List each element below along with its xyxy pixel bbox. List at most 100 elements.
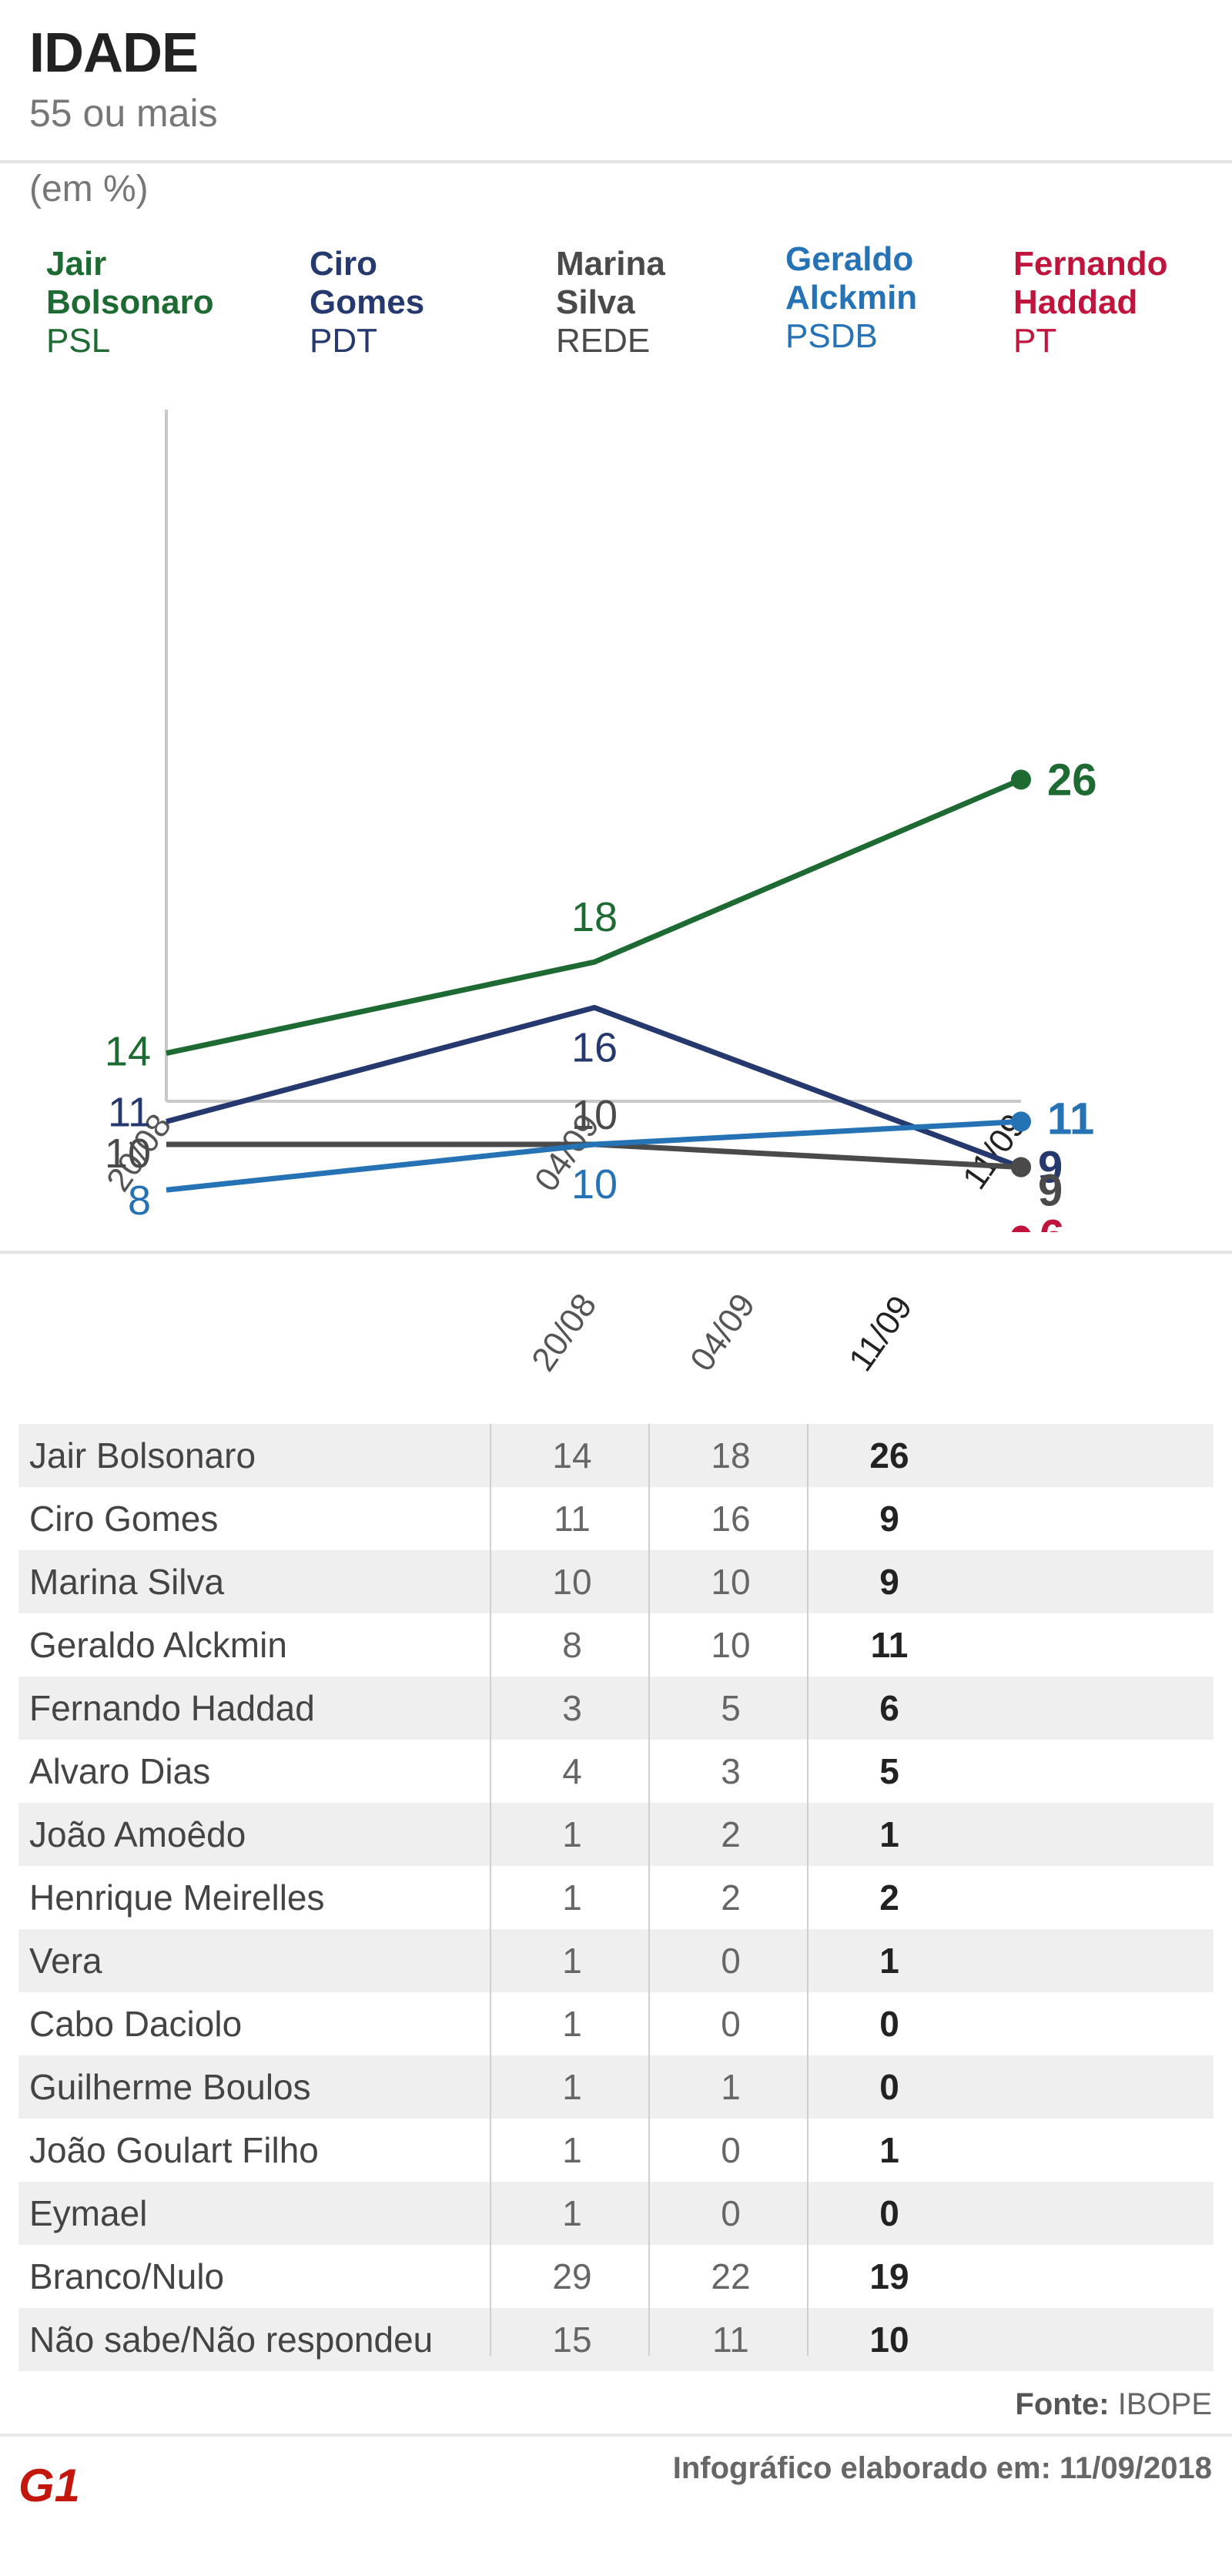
- table-cell: 1: [562, 1941, 582, 1981]
- table-cell: 18: [711, 1435, 751, 1476]
- table-cell: 0: [721, 2004, 741, 2044]
- table-row: Eymael 1 0 0: [18, 2182, 1214, 2245]
- table-cell: 14: [552, 1435, 592, 1476]
- data-label: 10: [105, 1131, 151, 1177]
- candidate-name: Henrique Meirelles: [29, 1878, 325, 1918]
- table-row: Alvaro Dias 4 3 5: [18, 1740, 1214, 1803]
- column-divider: [807, 1424, 808, 2356]
- column-header: 11/09: [842, 1288, 920, 1378]
- source-label: Fonte:: [1015, 2387, 1110, 2421]
- candidate-name: Fernando Haddad: [29, 1688, 315, 1728]
- table-row: Henrique Meirelles 1 2 2: [18, 1866, 1214, 1929]
- table-cell: 16: [711, 1499, 751, 1539]
- column-divider: [648, 1424, 650, 2356]
- data-label: 9: [1038, 1143, 1063, 1193]
- legend-item: Fernando Haddad PT: [1013, 245, 1167, 360]
- candidate-name: Guilherme Boulos: [29, 2067, 311, 2107]
- table-cell: 0: [721, 2130, 741, 2170]
- legend-name: Bolsonaro: [46, 283, 214, 321]
- legend-party: REDE: [556, 322, 651, 360]
- legend-party: PSL: [46, 322, 111, 360]
- legend-name: Ciro: [310, 245, 377, 283]
- candidate-name: Alvaro Dias: [29, 1751, 211, 1791]
- legend-party: PSDB: [785, 317, 878, 355]
- legend-item: Marina Silva REDE: [556, 245, 665, 360]
- table-row: Marina Silva 10 10 9: [18, 1550, 1214, 1613]
- source-value: IBOPE: [1117, 2387, 1212, 2421]
- data-point: [1011, 769, 1031, 790]
- table-cell: 1: [879, 1941, 899, 1981]
- legend-name: Silva: [556, 283, 635, 321]
- table-cell: 5: [879, 1751, 899, 1791]
- table-cell: 4: [562, 1751, 582, 1791]
- table-cell: 3: [721, 1751, 741, 1791]
- table-cell: 1: [562, 1814, 582, 1854]
- candidate-name: João Amoêdo: [29, 1814, 246, 1854]
- legend-name: Geraldo: [785, 240, 914, 278]
- results-table: Jair Bolsonaro 14 18 26 Ciro Gomes 11 16 9 Marin…: [18, 1424, 1214, 2371]
- table-cell: 1: [879, 1814, 899, 1854]
- table-cell: 3: [562, 1688, 582, 1728]
- divider: [0, 160, 1232, 163]
- table-row: Branco/Nulo 29 22 19: [18, 2245, 1214, 2308]
- candidate-name: Cabo Daciolo: [29, 2004, 243, 2044]
- candidate-name: Eymael: [29, 2193, 148, 2233]
- series-line: [166, 1004, 1023, 1170]
- data-label: 26: [1047, 755, 1097, 805]
- data-label: 14: [105, 1029, 151, 1075]
- series-line: [166, 1118, 1022, 1193]
- table-row: Ciro Gomes 11 16 9: [18, 1487, 1214, 1550]
- candidate-name: Marina Silva: [29, 1562, 225, 1602]
- table-cell: 10: [869, 2320, 909, 2360]
- table-cell: 11: [870, 1625, 909, 1665]
- table-cell: 26: [869, 1435, 909, 1476]
- table-cell: 8: [562, 1625, 582, 1665]
- table-cell: 22: [711, 2256, 751, 2296]
- table-cell: 11: [712, 2320, 749, 2360]
- table-row: Guilherme Boulos 1 1 0: [18, 2055, 1214, 2119]
- data-label: 18: [571, 894, 618, 940]
- table-row: Não sabe/Não respondeu 15 11 10: [18, 2308, 1214, 2371]
- legend-item: Geraldo Alckmin PSDB: [785, 240, 917, 356]
- table-cell: 1: [562, 1878, 582, 1918]
- table-cell: 0: [721, 1941, 741, 1981]
- data-point: [1011, 1157, 1031, 1177]
- table-cell: 19: [869, 2256, 909, 2296]
- data-label: 6: [1040, 1211, 1064, 1232]
- table-cell: 10: [711, 1562, 751, 1602]
- legend-name: Fernando: [1013, 245, 1168, 283]
- table-row: Cabo Daciolo 1 0 0: [18, 1992, 1214, 2055]
- source: Fonte: IBOPE: [1015, 2387, 1212, 2422]
- table-cell: 6: [879, 1688, 899, 1728]
- table-row: Geraldo Alckmin 8 10 11: [18, 1613, 1214, 1677]
- table-cell: 1: [879, 2130, 899, 2170]
- credit: Infográfico elaborado em: 11/09/2018: [672, 2451, 1212, 2485]
- legend-name: Haddad: [1013, 283, 1138, 321]
- table-cell: 2: [721, 1814, 741, 1854]
- candidate-name: João Goulart Filho: [29, 2130, 319, 2170]
- table-row: Jair Bolsonaro 14 18 26: [18, 1424, 1214, 1487]
- table-row: João Goulart Filho 1 0 1: [18, 2119, 1214, 2182]
- divider: [0, 2434, 1232, 2437]
- table-cell: 1: [562, 2004, 582, 2044]
- candidate-name: Ciro Gomes: [29, 1499, 219, 1539]
- table-cell: 1: [721, 2067, 741, 2107]
- g1-logo: G1: [18, 2463, 80, 2506]
- table-cell: 1: [562, 2067, 582, 2107]
- page-subtitle: 55 ou mais: [29, 92, 218, 135]
- candidate-name: Vera: [29, 1941, 102, 1981]
- candidate-name: Geraldo Alckmin: [29, 1625, 287, 1665]
- legend-name: Marina: [556, 245, 665, 283]
- table-row: Vera 1 0 1: [18, 1929, 1214, 1992]
- table-cell: 5: [721, 1688, 741, 1728]
- table-cell: 2: [721, 1878, 741, 1918]
- candidate-name: Branco/Nulo: [29, 2256, 225, 2296]
- data-label: 11: [108, 1089, 151, 1135]
- table-cell: 0: [879, 2193, 899, 2233]
- table-cell: 2: [879, 1878, 899, 1918]
- legend-name: Alckmin: [785, 279, 918, 317]
- candidate-name: Não sabe/Não respondeu: [29, 2320, 434, 2360]
- table-row: João Amoêdo 1 2 1: [18, 1803, 1214, 1866]
- table-cell: 15: [552, 2320, 592, 2360]
